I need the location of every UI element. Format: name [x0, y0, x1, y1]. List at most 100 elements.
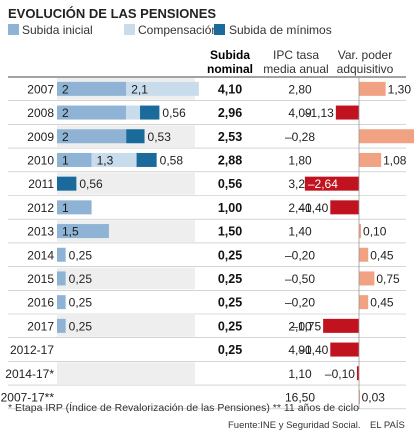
year-label: 2012-17: [10, 343, 54, 357]
legend-label-compensacion: Compensación: [138, 23, 218, 37]
ipc-value: 1,80: [288, 153, 312, 167]
ipc-value: 4,09: [288, 106, 312, 120]
bar-compensacion: [126, 81, 199, 96]
ipc-value: 4,90: [288, 343, 312, 357]
year-label: 2010: [27, 153, 54, 167]
poder-label: –1,40: [298, 201, 328, 215]
chart-title: EVOLUCIÓN DE LAS PENSIONES: [8, 6, 216, 21]
ipc-value: –0,28: [285, 130, 315, 144]
year-label: 2011: [28, 177, 54, 191]
poder-bar: [330, 342, 359, 357]
bar-label-inicial: 1,5: [62, 225, 79, 239]
bar-label-inicial: 0,25: [69, 296, 93, 310]
bar-label-inicial: 2: [62, 106, 69, 120]
bar-label-inicial: 1: [62, 201, 69, 215]
header-nominal-line2: nominal: [207, 62, 253, 76]
nominal-value: 0,25: [218, 272, 242, 286]
poder-bar: [359, 295, 369, 310]
bar-compensacion: [126, 105, 141, 120]
bar-inicial: [57, 295, 66, 310]
nominal-value: 2,88: [218, 153, 242, 167]
bar-minimos: [57, 176, 77, 191]
legend-swatch-compensacion: [124, 24, 135, 35]
header-poder-line2: adquisitivo: [337, 62, 394, 76]
bar-label-inicial: 0,25: [69, 248, 93, 262]
poder-label: 0,03: [362, 390, 386, 404]
row-shade: [57, 267, 195, 290]
ipc-value: –0,20: [285, 296, 315, 310]
poder-bar: [359, 247, 369, 262]
bar-inicial: [57, 200, 92, 215]
poder-label: –1,75: [291, 319, 321, 333]
year-label: 2014-17*: [5, 367, 54, 381]
ipc-value: 2,00: [288, 319, 312, 333]
bar-inicial: [57, 105, 127, 120]
row-shade: [57, 362, 195, 385]
year-label: 2017: [27, 319, 54, 333]
ipc-value: 1,10: [288, 367, 312, 381]
bar-label-inicial: 1: [62, 153, 69, 167]
poder-label: 1,08: [383, 153, 407, 167]
header-ipc-line1: IPC tasa: [273, 48, 319, 62]
poder-label: 0,45: [370, 248, 394, 262]
bar-inicial: [57, 318, 66, 333]
bar-inicial: [57, 224, 109, 239]
bar-label-minimos: 0,53: [148, 130, 172, 144]
year-label: 2007-17**: [1, 390, 55, 404]
poder-label: –1,13: [304, 106, 334, 120]
bar-inicial: [57, 152, 92, 167]
ipc-value: 2,80: [288, 82, 312, 96]
year-label: 2012: [27, 201, 54, 215]
poder-bar: [335, 105, 359, 120]
year-label: 2009: [27, 130, 54, 144]
poder-label: –1,40: [298, 343, 328, 357]
nominal-value: 0,25: [218, 319, 242, 333]
header-poder-line1: Var. poder: [338, 48, 392, 62]
poder-label: 1,30: [388, 82, 412, 96]
bar-label-compensacion: 2,1: [131, 82, 148, 96]
nominal-value: 0,25: [218, 248, 242, 262]
bar-label-minimos: 0,56: [162, 106, 186, 120]
legend-swatch-minimos: [214, 24, 225, 35]
poder-label: 0,75: [376, 272, 400, 286]
nominal-value: 0,56: [218, 177, 242, 191]
bar-minimos: [140, 105, 160, 120]
poder-bar: [323, 318, 359, 333]
legend-label-minimos: Subida de mínimos: [229, 23, 332, 37]
poder-bar: [359, 129, 414, 144]
poder-bar: [356, 366, 359, 381]
nominal-value: 0,25: [218, 296, 242, 310]
poder-bar: [330, 200, 359, 215]
bar-inicial: [57, 81, 127, 96]
bar-minimos: [136, 152, 157, 167]
bar-label-compensacion: 1,3: [97, 153, 114, 167]
poder-bar: [359, 224, 362, 239]
ipc-value: 2,40: [288, 201, 312, 215]
bar-label-minimos: 0,56: [79, 177, 103, 191]
poder-label: –0,10: [325, 367, 355, 381]
rows-layer: 200722,14,102,801,30200820,40,562,964,09…: [1, 76, 414, 410]
poder-label: 0,45: [370, 296, 394, 310]
bar-inicial: [57, 129, 127, 144]
bar-label-minimos: 0,58: [160, 153, 184, 167]
poder-bar: [359, 271, 375, 286]
ipc-value: 1,40: [288, 225, 312, 239]
bar-inicial: [57, 247, 66, 262]
bar-compensacion: [91, 152, 137, 167]
bar-label-inicial: 0,25: [69, 272, 93, 286]
header-ipc-line2: media anual: [263, 62, 328, 76]
bar-label-inicial: 2: [62, 130, 69, 144]
footnote: * Etapa IRP (Índice de Revalorización de…: [8, 401, 359, 414]
year-label: 2016: [27, 296, 54, 310]
header-nominal-line1: Subida: [210, 48, 250, 62]
nominal-value: 1,50: [218, 225, 242, 239]
brand-label: EL PAÍS: [370, 420, 405, 431]
poder-bar: [304, 176, 359, 191]
year-label: 2014: [27, 248, 54, 262]
nominal-value: 1,00: [218, 201, 242, 215]
nominal-value: 2,53: [218, 130, 242, 144]
row-shade: [57, 172, 195, 195]
legend-label-inicial: Subida inicial: [22, 23, 93, 37]
ipc-value: 16,50: [285, 390, 315, 404]
